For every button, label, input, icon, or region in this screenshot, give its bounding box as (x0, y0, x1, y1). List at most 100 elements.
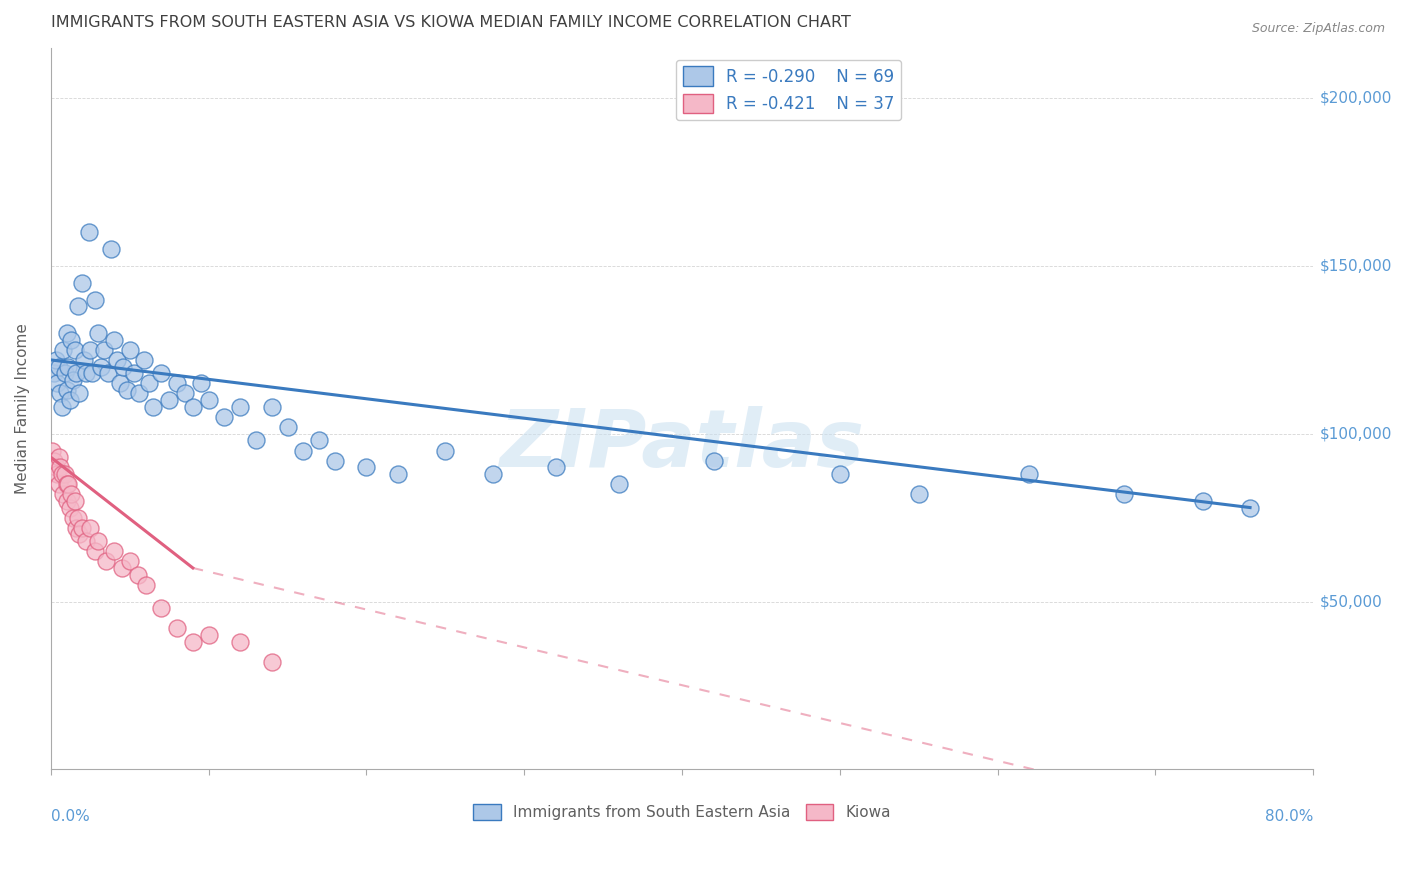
Point (90, 359, 112, 374)
Point (115, 383, 138, 397)
Point (77, 226, 100, 240)
Point (56, 477, 79, 491)
Point (181, 634, 204, 648)
Point (387, 467, 409, 481)
Point (544, 460, 567, 475)
Point (128, 386, 150, 401)
Point (87, 534, 110, 549)
Point (197, 393, 219, 408)
Point (52, 487, 75, 501)
Point (48, 359, 70, 374)
Point (828, 467, 851, 481)
Legend: Immigrants from South Eastern Asia, Kiowa: Immigrants from South Eastern Asia, Kiow… (467, 798, 897, 827)
Point (292, 443, 315, 458)
Point (45, 460, 67, 475)
Point (703, 453, 725, 467)
Point (103, 544, 125, 558)
Point (55, 477, 77, 491)
Point (105, 352, 128, 367)
Point (197, 628, 219, 642)
Point (1191, 493, 1213, 508)
Point (157, 393, 180, 408)
Point (48, 450, 70, 465)
Point (100, 242, 122, 256)
Point (46, 376, 69, 391)
Point (150, 601, 173, 615)
Point (481, 467, 503, 481)
Point (45, 352, 67, 367)
Point (51, 400, 73, 414)
Point (79, 521, 101, 535)
Point (41, 443, 63, 458)
Point (132, 352, 155, 367)
Point (434, 443, 457, 458)
Point (245, 434, 267, 448)
Point (308, 434, 330, 448)
Text: $150,000: $150,000 (1319, 259, 1392, 274)
Point (60, 487, 83, 501)
Point (323, 453, 346, 467)
Y-axis label: Median Family Income: Median Family Income (15, 323, 30, 494)
Point (124, 367, 146, 381)
Point (60, 333, 83, 347)
Point (118, 343, 141, 357)
Point (174, 386, 197, 401)
Point (49, 386, 72, 401)
Point (67, 527, 90, 541)
Point (42, 453, 65, 467)
Point (72, 521, 94, 535)
Text: $100,000: $100,000 (1319, 426, 1392, 442)
Text: IMMIGRANTS FROM SOUTH EASTERN ASIA VS KIOWA MEDIAN FAMILY INCOME CORRELATION CHA: IMMIGRANTS FROM SOUTH EASTERN ASIA VS KI… (51, 15, 851, 30)
Point (63, 343, 86, 357)
Point (52, 343, 75, 357)
Point (94, 554, 117, 568)
Point (59, 500, 82, 515)
Point (87, 326, 110, 340)
Point (65, 367, 87, 381)
Point (150, 367, 173, 381)
Point (53, 367, 76, 381)
Point (103, 333, 125, 347)
Point (75, 367, 97, 381)
Point (53, 467, 76, 481)
Point (97, 367, 120, 381)
Point (1239, 500, 1261, 515)
Point (142, 400, 165, 414)
Text: $50,000: $50,000 (1319, 594, 1382, 609)
Point (93, 343, 115, 357)
Point (229, 400, 252, 414)
Point (63, 493, 86, 508)
Point (214, 409, 236, 424)
Point (166, 621, 188, 635)
Text: 80.0%: 80.0% (1265, 809, 1313, 824)
Point (66, 510, 89, 524)
Point (73, 352, 96, 367)
Point (110, 376, 132, 391)
Point (55, 326, 77, 340)
Point (1018, 467, 1040, 481)
Point (276, 420, 298, 434)
Point (181, 400, 204, 414)
Point (55, 493, 77, 508)
Point (48, 477, 70, 491)
Text: Source: ZipAtlas.com: Source: ZipAtlas.com (1251, 22, 1385, 36)
Point (65, 521, 87, 535)
Point (260, 400, 283, 414)
Point (356, 460, 378, 475)
Point (84, 544, 107, 558)
Point (118, 554, 141, 568)
Text: ZIPatlas: ZIPatlas (499, 406, 865, 483)
Point (138, 376, 160, 391)
Point (62, 510, 84, 524)
Point (79, 343, 101, 357)
Point (51, 467, 73, 481)
Point (66, 299, 89, 313)
Point (80, 367, 103, 381)
Point (260, 655, 283, 669)
Point (112, 359, 135, 374)
Point (67, 386, 90, 401)
Point (72, 276, 94, 290)
Point (75, 534, 97, 549)
Point (55, 383, 77, 397)
Point (49, 460, 72, 475)
